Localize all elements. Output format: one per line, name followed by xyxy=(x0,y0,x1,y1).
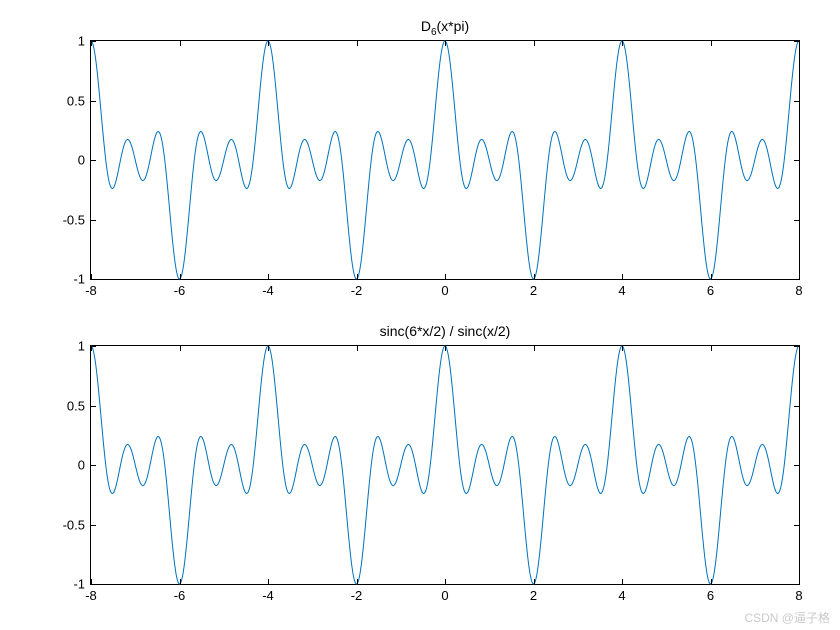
xtick-label: 0 xyxy=(441,588,448,603)
ytick-mark xyxy=(794,346,799,347)
ytick-mark xyxy=(91,101,96,102)
xtick-mark xyxy=(268,346,269,351)
ytick-label: 0 xyxy=(78,458,85,473)
ytick-label: 0 xyxy=(78,153,85,168)
ytick-mark xyxy=(794,101,799,102)
xtick-label: -6 xyxy=(174,588,186,603)
xtick-mark xyxy=(357,41,358,46)
xtick-label: -2 xyxy=(351,283,363,298)
ytick-label: 1 xyxy=(78,339,85,354)
xtick-mark xyxy=(180,346,181,351)
ytick-label: -1 xyxy=(73,272,85,287)
xtick-label: 2 xyxy=(530,283,537,298)
xtick-mark xyxy=(622,41,623,46)
xtick-mark xyxy=(799,274,800,279)
ytick-mark xyxy=(91,346,96,347)
ytick-mark xyxy=(794,41,799,42)
ytick-mark xyxy=(91,220,96,221)
xtick-mark xyxy=(534,579,535,584)
xtick-mark xyxy=(711,579,712,584)
xtick-mark xyxy=(180,274,181,279)
xtick-label: -2 xyxy=(351,588,363,603)
line-series xyxy=(91,346,799,584)
xtick-mark xyxy=(268,274,269,279)
xtick-mark xyxy=(357,274,358,279)
xtick-mark xyxy=(534,346,535,351)
xtick-label: 0 xyxy=(441,283,448,298)
xtick-label: 6 xyxy=(707,283,714,298)
xtick-mark xyxy=(534,41,535,46)
xtick-label: -6 xyxy=(174,283,186,298)
ytick-label: 1 xyxy=(78,34,85,49)
xtick-mark xyxy=(357,579,358,584)
ytick-mark xyxy=(91,525,96,526)
plot-title-top: D6(x*pi) xyxy=(90,18,800,38)
xtick-mark xyxy=(180,41,181,46)
xtick-mark xyxy=(799,346,800,351)
xtick-mark xyxy=(445,579,446,584)
xtick-label: -4 xyxy=(262,588,274,603)
xtick-mark xyxy=(445,41,446,46)
xtick-mark xyxy=(534,274,535,279)
xtick-label: 8 xyxy=(795,283,802,298)
ytick-label: 0.5 xyxy=(67,398,85,413)
ytick-mark xyxy=(794,465,799,466)
xtick-label: 4 xyxy=(618,283,625,298)
xtick-label: -4 xyxy=(262,283,274,298)
ytick-mark xyxy=(91,406,96,407)
ytick-mark xyxy=(91,584,96,585)
plot-title-bottom: sinc(6*x/2) / sinc(x/2) xyxy=(90,323,800,339)
curve-top xyxy=(91,41,799,279)
ytick-mark xyxy=(91,160,96,161)
xtick-mark xyxy=(622,346,623,351)
xtick-mark xyxy=(445,346,446,351)
ytick-mark xyxy=(794,279,799,280)
ytick-mark xyxy=(794,160,799,161)
axes-top: -8-6-4-202468-1-0.500.51 xyxy=(90,40,800,280)
ytick-label: -1 xyxy=(73,577,85,592)
xtick-label: 4 xyxy=(618,588,625,603)
ytick-mark xyxy=(794,220,799,221)
ytick-mark xyxy=(794,406,799,407)
xtick-mark xyxy=(711,274,712,279)
xtick-mark xyxy=(445,274,446,279)
ytick-label: -0.5 xyxy=(63,517,85,532)
xtick-label: -8 xyxy=(85,283,97,298)
ytick-mark xyxy=(794,525,799,526)
xtick-mark xyxy=(622,579,623,584)
ytick-mark xyxy=(91,41,96,42)
xtick-label: 8 xyxy=(795,588,802,603)
xtick-mark xyxy=(268,41,269,46)
subplot-bottom: sinc(6*x/2) / sinc(x/2) -8-6-4-202468-1-… xyxy=(90,345,800,585)
watermark: CSDN @逼子格 xyxy=(744,609,830,626)
figure: D6(x*pi) -8-6-4-202468-1-0.500.51 sinc(6… xyxy=(0,0,840,630)
subplot-top: D6(x*pi) -8-6-4-202468-1-0.500.51 xyxy=(90,40,800,280)
ytick-label: -0.5 xyxy=(63,212,85,227)
xtick-label: 2 xyxy=(530,588,537,603)
xtick-mark xyxy=(622,274,623,279)
xtick-mark xyxy=(180,579,181,584)
ytick-label: 0.5 xyxy=(67,93,85,108)
xtick-mark xyxy=(799,41,800,46)
ytick-mark xyxy=(794,584,799,585)
xtick-mark xyxy=(711,41,712,46)
xtick-mark xyxy=(799,579,800,584)
axes-bottom: -8-6-4-202468-1-0.500.51 xyxy=(90,345,800,585)
ytick-mark xyxy=(91,465,96,466)
xtick-mark xyxy=(711,346,712,351)
xtick-mark xyxy=(357,346,358,351)
xtick-mark xyxy=(268,579,269,584)
xtick-label: -8 xyxy=(85,588,97,603)
ytick-mark xyxy=(91,279,96,280)
line-series xyxy=(91,41,799,279)
curve-bottom xyxy=(91,346,799,584)
xtick-label: 6 xyxy=(707,588,714,603)
